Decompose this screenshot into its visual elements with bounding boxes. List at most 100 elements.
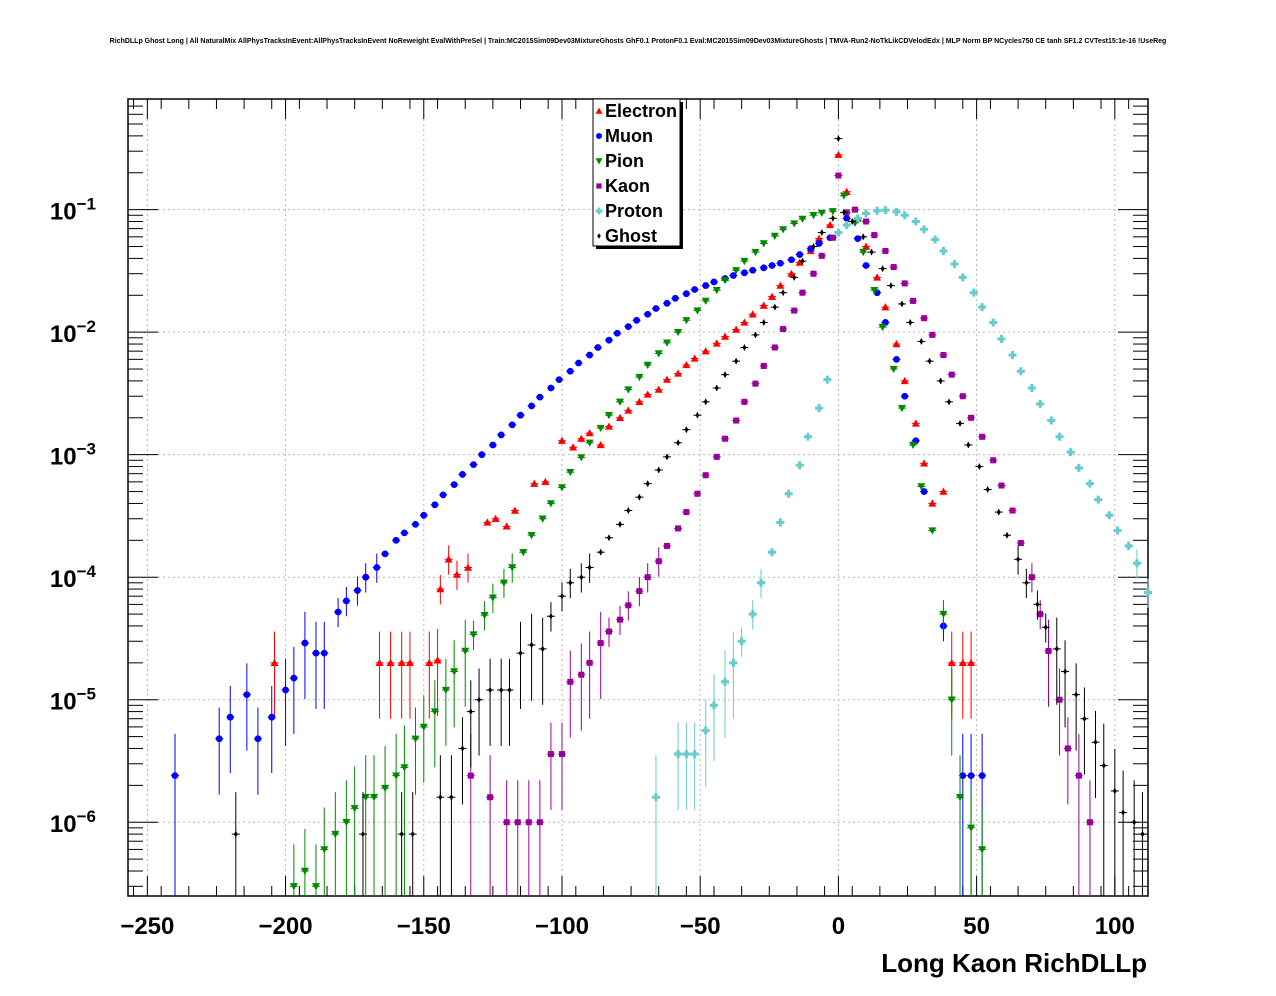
data-point [1074, 463, 1083, 472]
data-point [350, 805, 359, 813]
data-point [1036, 399, 1045, 408]
data-point [748, 310, 757, 318]
data-point [536, 393, 544, 401]
data-point [586, 659, 593, 666]
data-point [749, 266, 757, 274]
data-point [1132, 559, 1141, 568]
data-point [710, 701, 719, 710]
data-point [468, 708, 473, 715]
data-point [527, 532, 536, 540]
data-point [467, 772, 474, 779]
data-point [752, 380, 759, 387]
data-point [843, 214, 851, 222]
data-point [548, 613, 553, 620]
data-point [1075, 772, 1082, 779]
y-tick-label: 10−1 [50, 195, 96, 226]
data-point [682, 290, 690, 298]
legend-box [592, 98, 681, 247]
data-point [618, 521, 623, 528]
data-point [931, 235, 940, 244]
data-point [1045, 647, 1052, 654]
data-point [967, 824, 976, 832]
data-point [459, 471, 466, 478]
data-point [449, 794, 454, 801]
data-point [1074, 691, 1079, 698]
data-point [268, 713, 276, 721]
data-point [753, 331, 758, 339]
data-point [643, 390, 652, 398]
data-point [171, 772, 179, 780]
data-point [947, 658, 956, 667]
data-point [536, 819, 543, 826]
data-point [477, 696, 482, 703]
data-point [547, 384, 555, 392]
y-tick-exponent: −1 [77, 195, 96, 214]
data-point [392, 772, 401, 780]
data-point [998, 482, 1005, 489]
data-point [412, 520, 419, 528]
data-point [624, 323, 632, 331]
data-point [710, 278, 718, 286]
data-point [940, 352, 947, 359]
data-point [938, 377, 943, 385]
data-point [342, 597, 350, 605]
data-point [733, 417, 740, 424]
data-point [663, 375, 672, 383]
data-point [701, 726, 710, 735]
data-point [768, 292, 777, 300]
y-tick-label: 10−5 [50, 685, 96, 716]
data-point [871, 232, 878, 239]
data-point [823, 375, 832, 384]
data-point [977, 463, 982, 470]
y-tick-base: 10 [50, 566, 77, 593]
data-point [873, 273, 882, 281]
data-point [996, 508, 1001, 516]
data-point [897, 404, 906, 413]
data-point [1028, 574, 1035, 581]
data-point [464, 563, 472, 571]
data-point [694, 490, 701, 497]
data-point [920, 459, 929, 467]
data-point [881, 303, 890, 311]
data-point [381, 550, 389, 558]
data-point [1027, 384, 1036, 393]
data-point [645, 480, 650, 487]
data-point [834, 150, 843, 159]
data-point [577, 434, 586, 442]
data-point [517, 411, 524, 419]
data-point [721, 332, 730, 340]
data-point [900, 211, 909, 220]
data-point [800, 257, 805, 265]
data-point [790, 220, 799, 228]
data-point [444, 555, 453, 563]
data-point [1105, 511, 1114, 520]
data-point [760, 264, 768, 272]
data-point [450, 668, 459, 676]
data-point [665, 453, 670, 461]
data-point [656, 466, 661, 474]
data-point [729, 658, 738, 667]
data-point [644, 574, 651, 581]
data-point [1047, 416, 1056, 425]
data-point [431, 501, 439, 509]
data-point [759, 240, 768, 248]
data-point [841, 209, 846, 216]
legend-label: Electron [605, 101, 677, 121]
x-tick-label: −200 [259, 913, 313, 940]
data-point [1009, 507, 1016, 514]
y-tick-base: 10 [50, 321, 77, 348]
data-point [784, 489, 793, 498]
data-point [682, 750, 691, 759]
series-proton [651, 206, 1152, 896]
data-point [723, 371, 728, 378]
data-point [850, 218, 855, 225]
data-point [624, 406, 633, 414]
legend-label: Kaon [605, 176, 650, 196]
data-point [878, 323, 887, 332]
series-ghost [231, 135, 1147, 896]
data-point [1054, 645, 1059, 653]
data-point [566, 468, 575, 477]
data-point [892, 340, 901, 348]
data-point [438, 794, 443, 801]
